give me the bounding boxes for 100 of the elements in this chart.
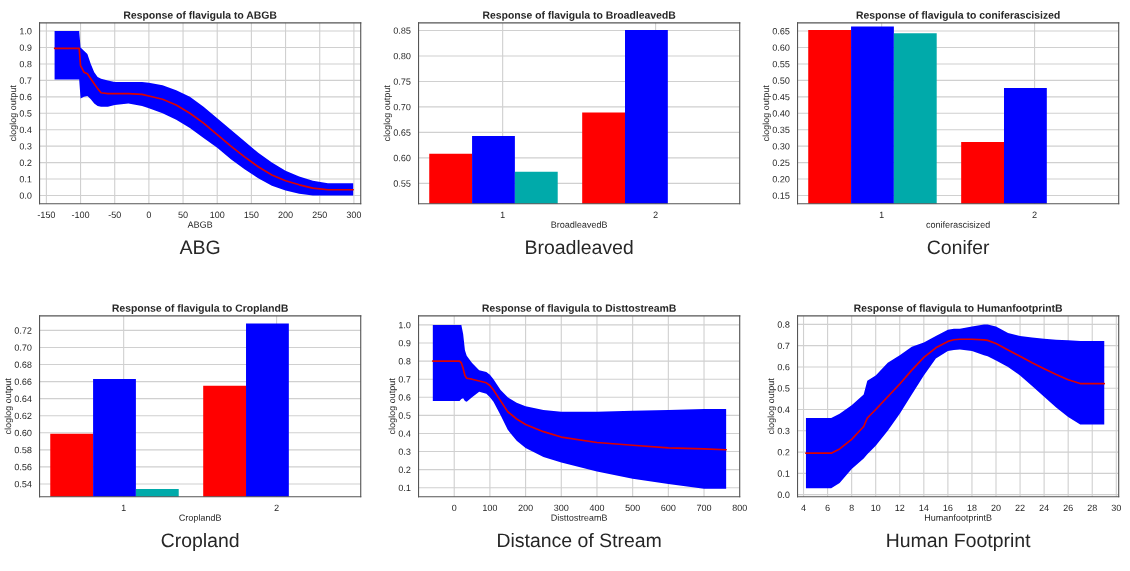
x-tick-label: 28 — [1087, 504, 1097, 512]
y-tick-label: 0.50 — [772, 77, 790, 84]
x-tick-label: 700 — [696, 504, 712, 512]
chart-title: Response of flavigula to HumanfootprintB — [854, 304, 1063, 314]
text: Cropland — [161, 532, 239, 552]
y-tick-label: 0.85 — [393, 27, 411, 34]
y-tick-label: 0.60 — [14, 429, 32, 437]
y-axis-title: cloglog output — [762, 85, 771, 142]
x-tick-label: 22 — [1015, 504, 1025, 511]
x-tick-label: 100 — [210, 211, 225, 218]
y-tick-label: 0.40 — [772, 110, 790, 117]
x-tick-label: 1 — [500, 211, 505, 218]
x-tick-label: 300 — [346, 211, 362, 218]
x-tick-label: 0 — [146, 211, 152, 218]
y-tick-label: 1.0 — [399, 321, 411, 329]
chart-title: Response of flavigula to DisttostreamB — [482, 304, 676, 314]
x-tick-label: 26 — [1063, 504, 1073, 512]
y-tick-label: 0.6 — [777, 363, 790, 371]
x-axis-title: CroplandB — [179, 514, 221, 523]
chart-title: Response of flavigula to BroadleavedB — [483, 11, 676, 21]
y-tick-label: 0.45 — [772, 93, 790, 101]
y-tick-label: 0.15 — [772, 192, 790, 199]
x-tick-label: 400 — [589, 504, 605, 512]
x-tick-label: 20 — [991, 504, 1001, 512]
x-tick-label: 12 — [895, 504, 905, 511]
chart-title: Response of flavigula to ABGB — [124, 11, 277, 21]
y-tick-label: 0.2 — [398, 466, 411, 473]
y-tick-label: 0.5 — [398, 412, 411, 419]
x-tick-label: 150 — [244, 211, 259, 218]
y-tick-label: 0.8 — [19, 60, 32, 68]
x-tick-label: 18 — [967, 504, 977, 512]
y-axis-title: cloglog output — [388, 378, 397, 435]
y-tick-label: 0.20 — [772, 176, 790, 183]
x-tick-label: 2 — [274, 504, 279, 511]
x-tick-label: 800 — [732, 504, 747, 512]
y-tick-label: 0.72 — [14, 327, 32, 334]
y-tick-label: 0.0 — [777, 491, 790, 498]
y-tick-label: 0.60 — [772, 44, 790, 51]
line-series — [431, 360, 727, 451]
y-tick-label: 0.65 — [772, 28, 790, 35]
y-tick-label: 0.35 — [772, 126, 790, 134]
y-tick-label: 0.7 — [19, 77, 32, 84]
x-axis-title: BroadleavedB — [551, 221, 608, 228]
y-tick-label: 0.6 — [398, 394, 411, 401]
x-tick-label: 8 — [849, 504, 854, 512]
x-tick-label: -100 — [71, 211, 90, 218]
y-tick-label: 0.70 — [393, 103, 411, 111]
y-tick-label: 0.7 — [398, 376, 411, 383]
x-axis-title: DisttostreamB — [551, 514, 607, 521]
chart-title: Response of flavigula to CroplandB — [112, 304, 288, 314]
x-tick-label: 30 — [1111, 504, 1121, 512]
y-tick-label: 0.30 — [772, 143, 790, 150]
x-tick-label: 200 — [278, 211, 293, 218]
y-axis-title: cloglog output — [383, 85, 392, 142]
y-tick-label: 0.4 — [19, 126, 32, 134]
y-tick-label: 0.55 — [393, 180, 411, 187]
y-tick-label: 0.5 — [19, 110, 32, 117]
x-tick-label: 600 — [661, 504, 676, 512]
y-tick-label: 0.7 — [777, 342, 790, 350]
y-tick-label: 0.2 — [19, 159, 32, 166]
text: Distance of Stream — [498, 532, 661, 548]
text: Human Footprint — [887, 532, 1031, 552]
x-tick-label: 2 — [653, 211, 658, 218]
x-tick-label: 1 — [879, 211, 884, 218]
text: ABG — [179, 240, 220, 255]
x-tick-label: 1 — [121, 504, 126, 511]
y-tick-label: 0.3 — [398, 448, 411, 455]
y-tick-label: 0.6 — [19, 93, 32, 101]
y-tick-label: 0.62 — [14, 412, 32, 420]
x-tick-label: 6 — [825, 504, 830, 512]
x-tick-label: 2 — [1032, 211, 1037, 218]
x-tick-label: 24 — [1039, 504, 1049, 511]
y-tick-label: 0.58 — [14, 446, 32, 454]
x-tick-label: 50 — [178, 211, 188, 218]
x-tick-label: 200 — [518, 504, 533, 512]
y-tick-label: 0.25 — [772, 159, 790, 166]
x-axis-title: coniferascisized — [926, 221, 990, 228]
x-tick-label: 500 — [625, 504, 640, 512]
chart-title: Response of flavigula to coniferascisized — [856, 11, 1060, 21]
y-axis-title: cloglog output — [767, 378, 776, 435]
x-tick-label: 4 — [801, 504, 806, 511]
x-tick-label: 300 — [554, 504, 569, 512]
x-axis-title: HumanfootprintB — [924, 514, 992, 523]
x-tick-label: -150 — [37, 211, 56, 218]
y-tick-label: 0.1 — [777, 470, 790, 477]
y-tick-label: 0.8 — [398, 358, 411, 365]
line-series — [805, 338, 1106, 454]
y-tick-label: 0.75 — [393, 78, 411, 85]
y-tick-label: 0.54 — [14, 480, 32, 488]
y-axis-title: cloglog output — [4, 378, 13, 435]
y-axis-title: cloglog output — [9, 85, 18, 142]
x-tick-label: 0 — [452, 504, 457, 512]
y-tick-label: 0.1 — [398, 484, 411, 492]
x-tick-label: 10 — [871, 504, 881, 512]
text: Conifer — [927, 239, 990, 255]
y-tick-label: 0.65 — [393, 129, 411, 136]
y-tick-label: 0.4 — [398, 430, 411, 437]
x-tick-label: -50 — [108, 211, 121, 218]
x-tick-label: 250 — [312, 211, 327, 218]
y-tick-label: 0.3 — [19, 143, 32, 150]
